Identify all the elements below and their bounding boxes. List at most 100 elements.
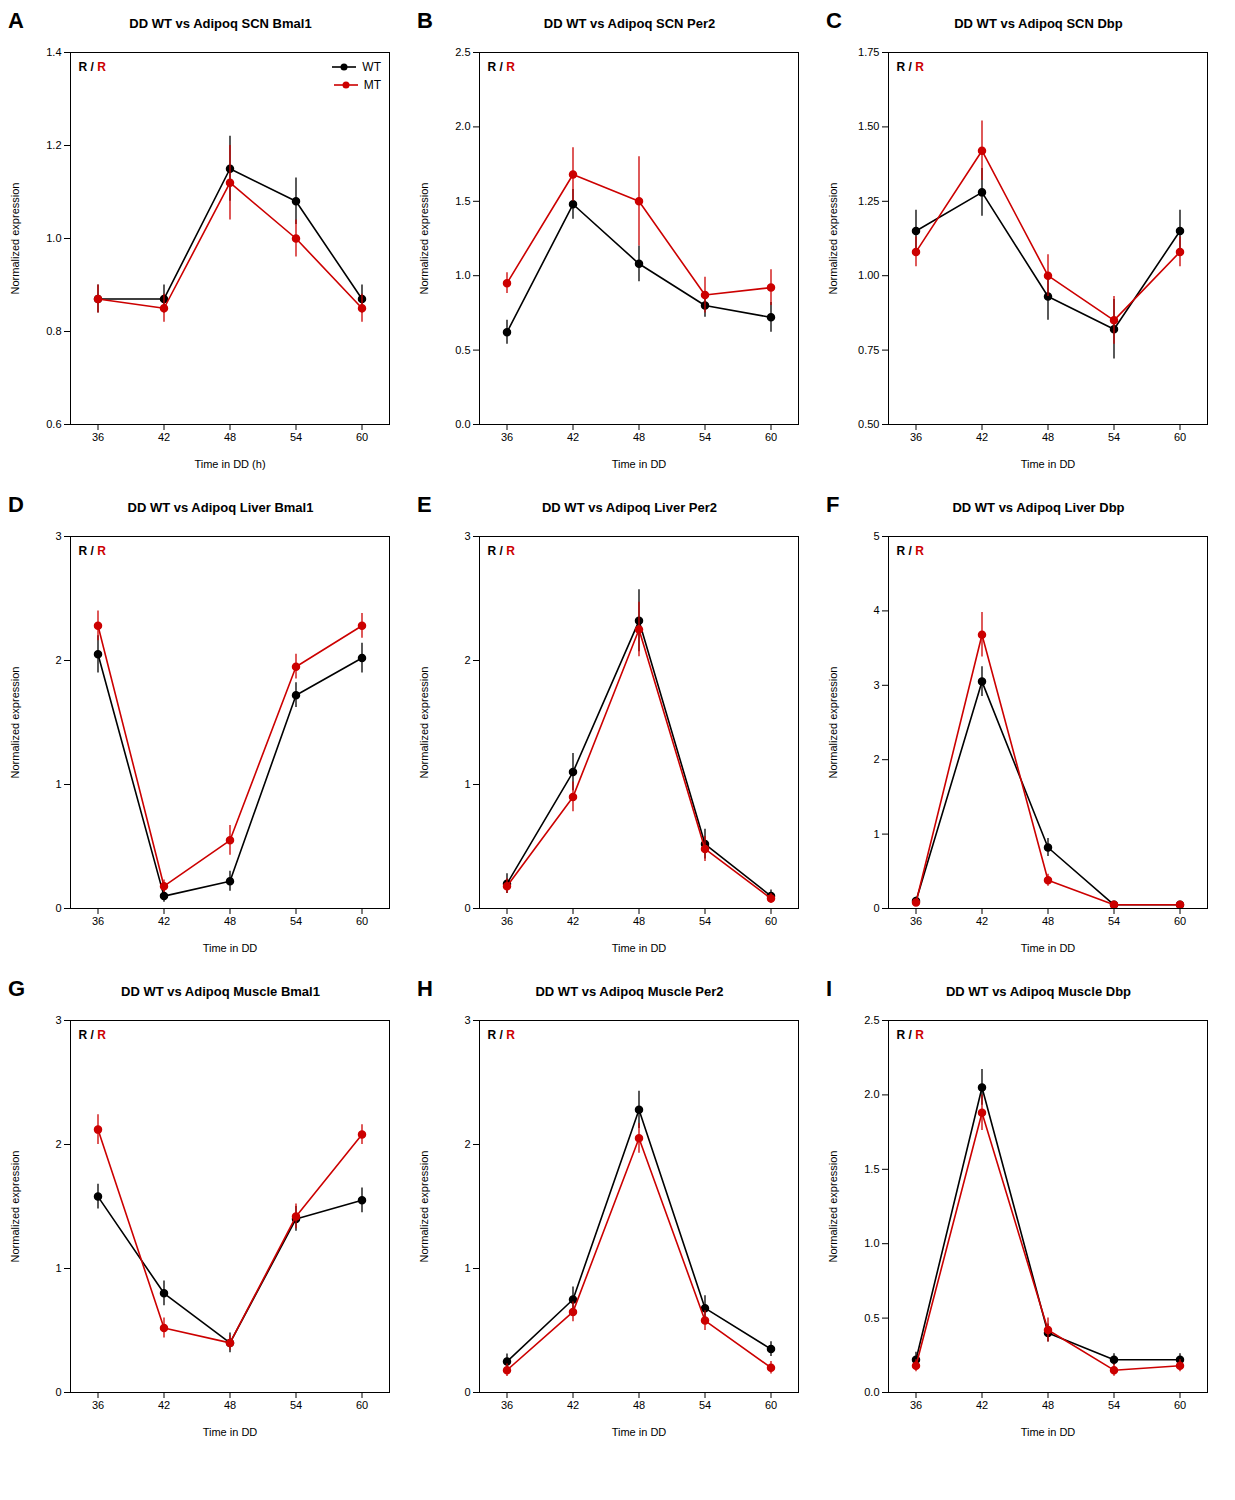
svg-text:1.5: 1.5: [455, 195, 470, 207]
svg-text:60: 60: [765, 1399, 777, 1411]
svg-text:Time in DD: Time in DD: [1021, 458, 1076, 470]
svg-text:R /: R /: [897, 1028, 913, 1042]
svg-text:R: R: [506, 1028, 515, 1042]
svg-text:54: 54: [1108, 1399, 1120, 1411]
svg-text:2: 2: [464, 1138, 470, 1150]
svg-text:42: 42: [567, 1399, 579, 1411]
svg-text:0: 0: [55, 1386, 61, 1398]
svg-text:0.6: 0.6: [46, 418, 61, 430]
svg-text:R: R: [915, 1028, 924, 1042]
svg-text:60: 60: [765, 431, 777, 443]
svg-text:42: 42: [976, 1399, 988, 1411]
svg-text:R: R: [915, 60, 924, 74]
svg-text:R /: R /: [897, 544, 913, 558]
svg-text:R: R: [506, 544, 515, 558]
svg-text:Time in DD: Time in DD: [203, 1426, 258, 1438]
svg-text:48: 48: [1042, 431, 1054, 443]
svg-text:42: 42: [158, 915, 170, 927]
svg-text:36: 36: [501, 1399, 513, 1411]
svg-text:60: 60: [1174, 1399, 1186, 1411]
svg-text:R /: R /: [488, 1028, 504, 1042]
svg-text:0: 0: [55, 902, 61, 914]
svg-text:0: 0: [464, 1386, 470, 1398]
svg-text:0.0: 0.0: [455, 418, 470, 430]
svg-text:Normalized expression: Normalized expression: [418, 667, 430, 779]
svg-text:48: 48: [1042, 1399, 1054, 1411]
svg-text:2.5: 2.5: [455, 46, 470, 58]
svg-text:1: 1: [873, 828, 879, 840]
svg-text:R: R: [506, 60, 515, 74]
svg-text:Normalized expression: Normalized expression: [827, 183, 839, 295]
svg-text:48: 48: [224, 915, 236, 927]
svg-text:1: 1: [464, 778, 470, 790]
svg-text:Normalized expression: Normalized expression: [9, 1151, 21, 1263]
svg-text:36: 36: [501, 915, 513, 927]
svg-text:60: 60: [1174, 431, 1186, 443]
svg-text:Time in DD: Time in DD: [612, 1426, 667, 1438]
svg-text:0: 0: [873, 902, 879, 914]
svg-text:Time in DD: Time in DD: [1021, 942, 1076, 954]
svg-text:42: 42: [158, 1399, 170, 1411]
svg-text:1.0: 1.0: [455, 269, 470, 281]
svg-text:54: 54: [1108, 431, 1120, 443]
svg-text:3: 3: [55, 1014, 61, 1026]
svg-text:1.2: 1.2: [46, 139, 61, 151]
svg-text:Normalized expression: Normalized expression: [418, 183, 430, 295]
svg-text:0.0: 0.0: [864, 1386, 879, 1398]
svg-text:0.5: 0.5: [455, 344, 470, 356]
svg-text:54: 54: [290, 915, 302, 927]
svg-text:3: 3: [55, 530, 61, 542]
svg-text:R: R: [97, 544, 106, 558]
svg-text:36: 36: [910, 1399, 922, 1411]
svg-text:R /: R /: [79, 1028, 95, 1042]
svg-text:R /: R /: [79, 60, 95, 74]
svg-text:4: 4: [873, 604, 879, 616]
svg-text:0: 0: [464, 902, 470, 914]
svg-text:48: 48: [633, 915, 645, 927]
svg-text:R /: R /: [488, 60, 504, 74]
svg-text:3: 3: [464, 1014, 470, 1026]
svg-text:48: 48: [224, 1399, 236, 1411]
svg-text:54: 54: [699, 915, 711, 927]
svg-text:42: 42: [976, 915, 988, 927]
svg-text:42: 42: [976, 431, 988, 443]
svg-text:2: 2: [873, 753, 879, 765]
svg-text:48: 48: [224, 431, 236, 443]
svg-text:2.5: 2.5: [864, 1014, 879, 1026]
svg-text:Time in DD: Time in DD: [1021, 1426, 1076, 1438]
svg-text:Time in DD: Time in DD: [203, 942, 258, 954]
svg-text:1.4: 1.4: [46, 46, 61, 58]
svg-text:Normalized expression: Normalized expression: [827, 1151, 839, 1263]
svg-text:36: 36: [910, 915, 922, 927]
svg-text:2: 2: [464, 654, 470, 666]
svg-text:2: 2: [55, 654, 61, 666]
svg-text:54: 54: [290, 1399, 302, 1411]
svg-text:1.50: 1.50: [858, 120, 879, 132]
svg-text:3: 3: [873, 679, 879, 691]
svg-text:2.0: 2.0: [864, 1088, 879, 1100]
svg-text:3: 3: [464, 530, 470, 542]
svg-text:42: 42: [567, 431, 579, 443]
svg-text:48: 48: [633, 1399, 645, 1411]
svg-text:60: 60: [1174, 915, 1186, 927]
svg-text:Normalized expression: Normalized expression: [9, 183, 21, 295]
svg-text:Normalized expression: Normalized expression: [418, 1151, 430, 1263]
svg-text:R /: R /: [897, 60, 913, 74]
svg-text:54: 54: [290, 431, 302, 443]
svg-text:R: R: [97, 1028, 106, 1042]
svg-text:R /: R /: [79, 544, 95, 558]
svg-text:Time in DD: Time in DD: [612, 458, 667, 470]
svg-text:1: 1: [55, 1262, 61, 1274]
svg-text:1.00: 1.00: [858, 269, 879, 281]
svg-text:54: 54: [699, 431, 711, 443]
svg-text:36: 36: [910, 431, 922, 443]
svg-text:1: 1: [55, 778, 61, 790]
svg-text:1.0: 1.0: [864, 1237, 879, 1249]
svg-text:5: 5: [873, 530, 879, 542]
svg-text:60: 60: [356, 431, 368, 443]
svg-text:0.8: 0.8: [46, 325, 61, 337]
svg-text:R: R: [915, 544, 924, 558]
svg-text:60: 60: [765, 915, 777, 927]
svg-text:54: 54: [1108, 915, 1120, 927]
svg-text:1.5: 1.5: [864, 1163, 879, 1175]
